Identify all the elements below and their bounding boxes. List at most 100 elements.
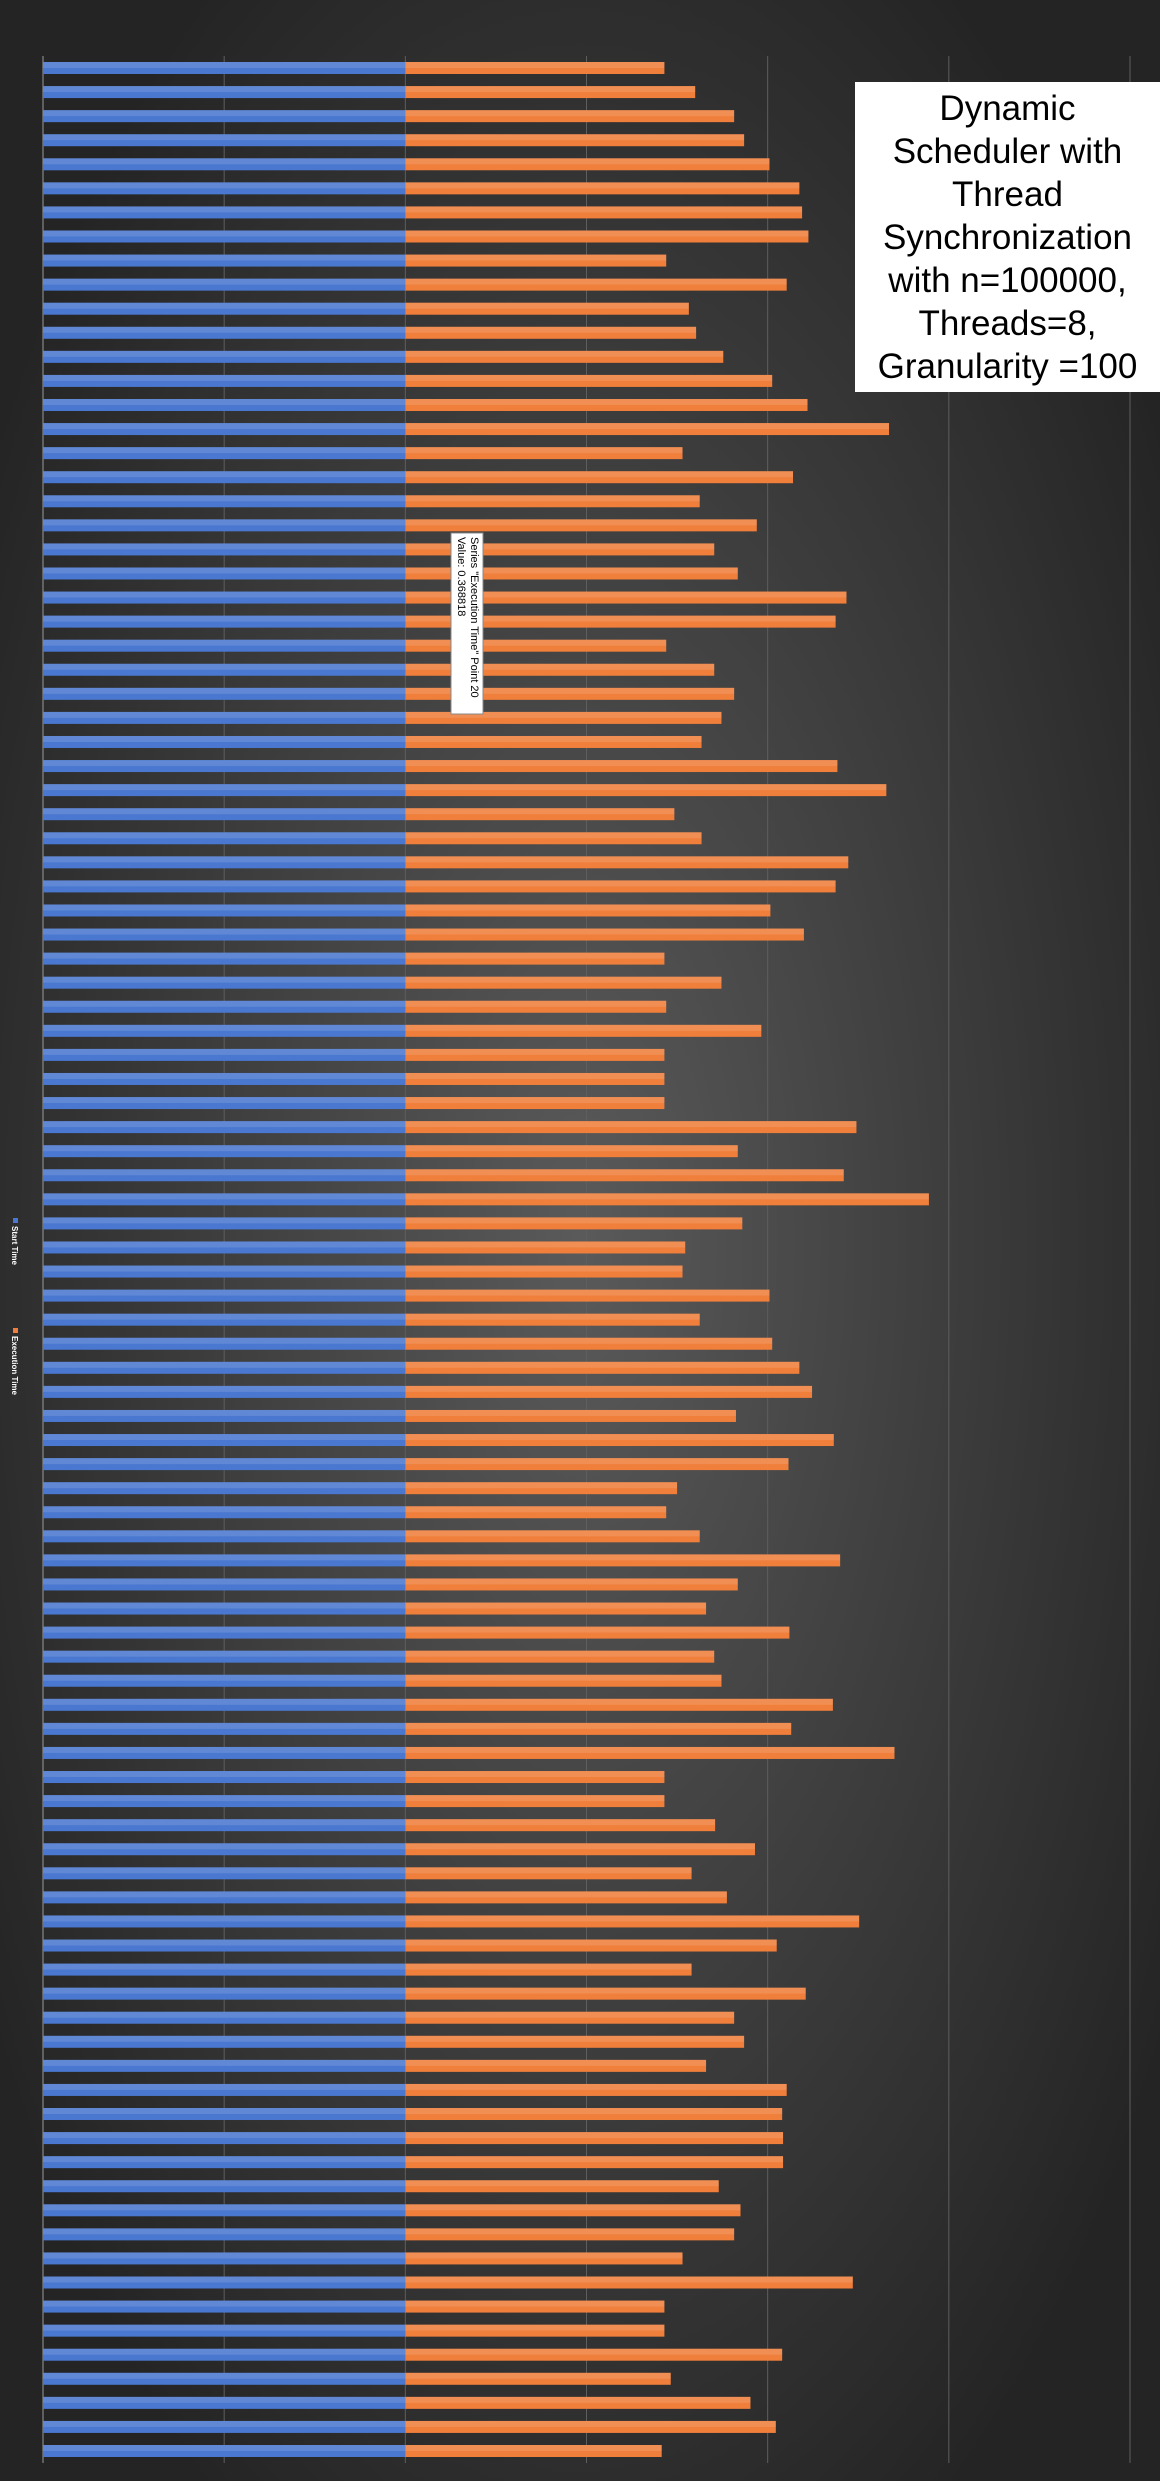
bar [43, 543, 406, 556]
bar-shade [43, 1795, 406, 1802]
bar-shade [405, 663, 715, 670]
bar-shade [43, 1193, 406, 1200]
bar [405, 1217, 743, 1230]
bar [43, 2108, 406, 2121]
bar-shade [405, 1626, 790, 1633]
bar [43, 952, 406, 965]
bar [43, 1000, 406, 1013]
bar-shade [405, 760, 838, 767]
bar [43, 1650, 406, 1663]
bar [405, 1458, 789, 1471]
bar [405, 2396, 751, 2409]
bar-shade [43, 663, 406, 670]
bar [405, 471, 794, 484]
bar [43, 904, 406, 917]
bar-shade [43, 2204, 406, 2211]
bar [43, 687, 406, 700]
bar [405, 1409, 736, 1422]
bar-shade [405, 2228, 735, 2235]
bar [405, 302, 689, 315]
bar [405, 567, 738, 580]
bar [405, 1506, 667, 1519]
bar [43, 158, 406, 171]
bar-shade [405, 543, 715, 550]
bar-shade [405, 1193, 929, 1200]
bar [405, 1626, 790, 1639]
bar [405, 2204, 741, 2217]
bar [405, 1939, 777, 1952]
bar [405, 615, 836, 628]
bar-shade [43, 2300, 406, 2307]
bar [43, 928, 406, 941]
bar-shade [405, 2348, 783, 2355]
bar-shade [43, 1072, 406, 1079]
bar-shade [43, 2396, 406, 2403]
bar [405, 2083, 787, 2096]
legend-item: Execution Time [10, 1328, 19, 1396]
bar-shade [405, 1409, 736, 1416]
legend-swatch [13, 1328, 18, 1333]
bar [43, 1987, 406, 2000]
bar [405, 158, 770, 171]
bar [405, 2372, 671, 2385]
bar [43, 639, 406, 652]
bar-shade [405, 1000, 667, 1007]
bar [43, 2132, 406, 2145]
bar-shade [43, 1987, 406, 1994]
bar [43, 1217, 406, 1230]
bar [405, 62, 665, 74]
bar [43, 1361, 406, 1374]
bar-shade [43, 1337, 406, 1344]
bar-shade [43, 1409, 406, 1416]
bar [43, 398, 406, 411]
bar-shade [405, 1578, 738, 1585]
bar [405, 808, 675, 821]
bar-shade [43, 2372, 406, 2379]
bar-shade [405, 2059, 707, 2066]
bar [405, 880, 836, 893]
bar-shade [43, 808, 406, 815]
bar-shade [405, 158, 770, 165]
bar [405, 832, 702, 845]
bar-shade [43, 2180, 406, 2187]
bar-shade [43, 1674, 406, 1681]
bar-shade [43, 2059, 406, 2066]
bar-shade [43, 2132, 406, 2139]
bar [405, 2156, 784, 2169]
bar-shade [405, 1795, 665, 1802]
bar-shade [43, 1482, 406, 1489]
bar [43, 182, 406, 195]
bar-shade [43, 2324, 406, 2331]
bar [405, 1578, 738, 1591]
bar-shade [43, 1361, 406, 1368]
bar-shade [405, 134, 745, 141]
bar [43, 2348, 406, 2361]
bar-shade [405, 2252, 683, 2259]
bar-shade [43, 1313, 406, 1320]
bar [405, 206, 803, 219]
bar-shade [43, 86, 406, 93]
bar [43, 591, 406, 604]
bar-shade [43, 1626, 406, 1633]
bar-shade [405, 904, 771, 911]
bar-shade [43, 1746, 406, 1753]
bar-shade [43, 856, 406, 863]
bar-shade [405, 374, 773, 381]
bar-shade [405, 2204, 741, 2211]
bar [405, 1048, 665, 1061]
bar [405, 1867, 692, 1880]
tooltip-text: Value: 0.368818 [455, 537, 467, 616]
bar-shade [43, 1867, 406, 1874]
bar [405, 423, 890, 436]
bar [405, 278, 787, 291]
bar [405, 326, 697, 339]
bar [405, 904, 771, 917]
bar [405, 182, 800, 195]
bar [405, 1819, 716, 1832]
bar [405, 1915, 860, 1928]
bar-shade [405, 1145, 738, 1152]
bar-shade [405, 2324, 665, 2331]
bar-shade [405, 326, 697, 333]
bar [405, 2035, 745, 2048]
bar [405, 2108, 783, 2121]
